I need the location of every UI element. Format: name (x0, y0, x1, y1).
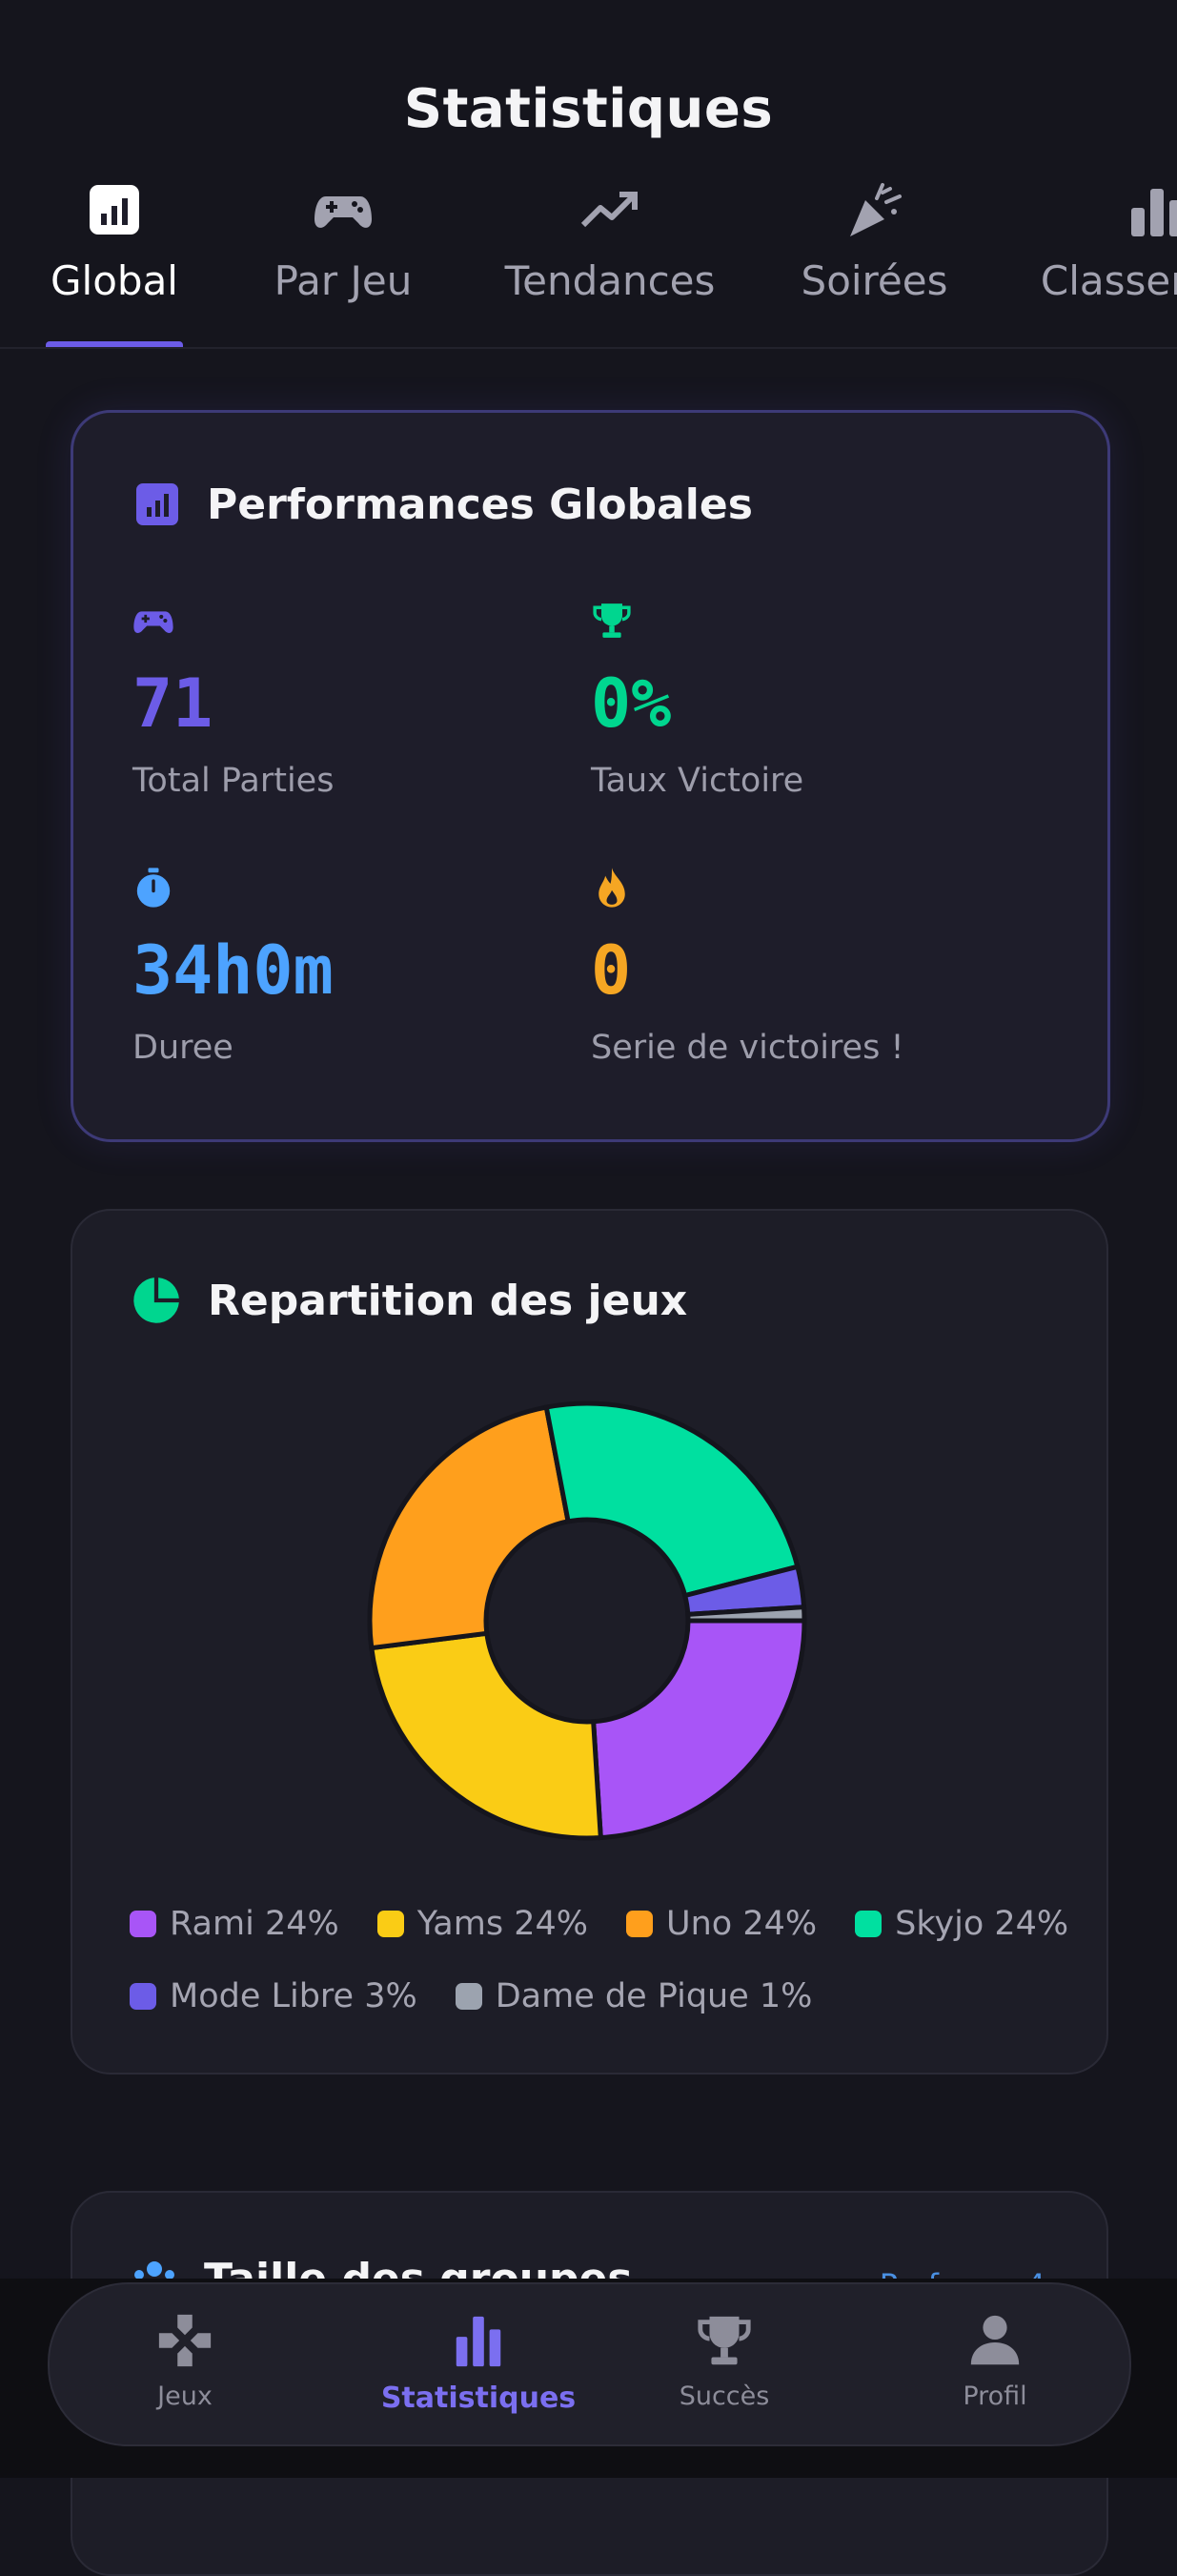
tab-label: Classement (1040, 257, 1177, 304)
legend-label: Skyjo 24% (895, 1905, 1069, 1943)
person-icon (970, 2315, 1020, 2365)
nav-label: Profil (963, 2382, 1027, 2411)
performance-card: Performances Globales 71 Total Parties 0… (71, 410, 1110, 1142)
legend-item-dame-de-pique: Dame de Pique 1% (455, 1977, 813, 2015)
donut-slice-skyjo (543, 1400, 801, 1599)
legend-item-mode-libre: Mode Libre 3% (130, 1977, 417, 2015)
legend-item-rami: Rami 24% (130, 1905, 339, 1943)
pie-chart-icon (133, 1278, 179, 1323)
legend-label: Dame de Pique 1% (495, 1977, 813, 2015)
stat-serie-victoires: 0 Serie de victoires ! (591, 867, 991, 1067)
tab-global[interactable]: Global (29, 172, 200, 348)
stat-duree: 34h0m Duree (132, 867, 533, 1067)
legend-swatch (130, 1983, 156, 2010)
legend-label: Yams 24% (416, 1905, 588, 1943)
trending-up-icon (580, 192, 638, 228)
tab-soirees[interactable]: Soirées (791, 172, 958, 348)
legend-item-skyjo: Skyjo 24% (855, 1905, 1068, 1943)
tab-label: Par Jeu (274, 257, 413, 304)
donut-slice-uno (367, 1404, 572, 1651)
legend-label: Uno 24% (666, 1905, 818, 1943)
bar-chart-icon (456, 2316, 501, 2367)
stat-total-parties: 71 Total Parties (132, 600, 533, 800)
stat-value: 71 (132, 664, 213, 743)
gamepad-icon (315, 196, 372, 228)
stat-label: Total Parties (132, 762, 335, 800)
card-title: Repartition des jeux (208, 1276, 688, 1325)
legend-swatch (376, 1911, 404, 1937)
donut-slice-rami (591, 1618, 807, 1841)
legend-label: Rami 24% (170, 1905, 339, 1943)
legend-swatch (455, 1983, 482, 2010)
bottom-navigation: Jeux Statistiques Succès Profil (48, 2282, 1131, 2446)
donut-slice-dame-de-pique (685, 1605, 807, 1624)
legend-swatch (855, 1911, 883, 1937)
games-distribution-card: Repartition des jeux Rami 24% Yams 24% U… (71, 1209, 1108, 2075)
stat-value: 0% (591, 664, 672, 743)
donut-slice-yams (369, 1630, 603, 1841)
legend-swatch (130, 1911, 156, 1937)
chart-legend: Rami 24% Yams 24% Uno 24% Skyjo 24% Mode… (130, 1897, 1083, 2042)
gamepad-icon (133, 611, 173, 634)
legend-item-yams: Yams 24% (376, 1905, 588, 1943)
bar-chart-icon (136, 483, 178, 525)
nav-succes[interactable]: Succès (629, 2284, 820, 2444)
tab-tendances[interactable]: Tendances (496, 172, 724, 348)
legend-swatch (626, 1911, 653, 1937)
stat-label: Taux Victoire (591, 762, 804, 800)
fire-icon (599, 868, 625, 908)
tab-par-jeu[interactable]: Par Jeu (257, 172, 429, 348)
donut-chart (367, 1400, 807, 1841)
active-tab-indicator (46, 341, 183, 349)
bar-chart-icon (90, 185, 139, 235)
nav-profil[interactable]: Profil (900, 2284, 1090, 2444)
page-title: Statistiques (403, 78, 774, 140)
trophy-icon (698, 2316, 751, 2365)
tab-label: Global (51, 257, 178, 304)
nav-label: Succès (679, 2382, 770, 2411)
dpad-icon (158, 2314, 212, 2367)
stopwatch-icon (136, 868, 171, 908)
stat-value: 34h0m (132, 931, 334, 1010)
nav-jeux[interactable]: Jeux (90, 2284, 280, 2444)
card-title: Performances Globales (207, 480, 753, 529)
stat-label: Duree (132, 1029, 233, 1067)
legend-item-uno: Uno 24% (626, 1905, 817, 1943)
leaderboard-icon (1131, 189, 1177, 236)
nav-label: Jeux (157, 2382, 213, 2411)
tab-label: Soirées (801, 257, 948, 304)
tab-classement[interactable]: Classement (1034, 172, 1177, 348)
tab-label: Tendances (504, 257, 716, 304)
party-popper-icon (849, 183, 902, 236)
tab-bar: Global Par Jeu Tendances Soirées (0, 172, 1177, 348)
legend-label: Mode Libre 3% (170, 1977, 417, 2015)
trophy-icon (593, 603, 631, 638)
divider (0, 347, 1177, 349)
stat-taux-victoire: 0% Taux Victoire (591, 600, 991, 800)
stat-label: Serie de victoires ! (591, 1029, 904, 1067)
stat-value: 0 (591, 931, 632, 1010)
nav-label: Statistiques (380, 2382, 577, 2415)
nav-statistiques[interactable]: Statistiques (359, 2284, 598, 2444)
